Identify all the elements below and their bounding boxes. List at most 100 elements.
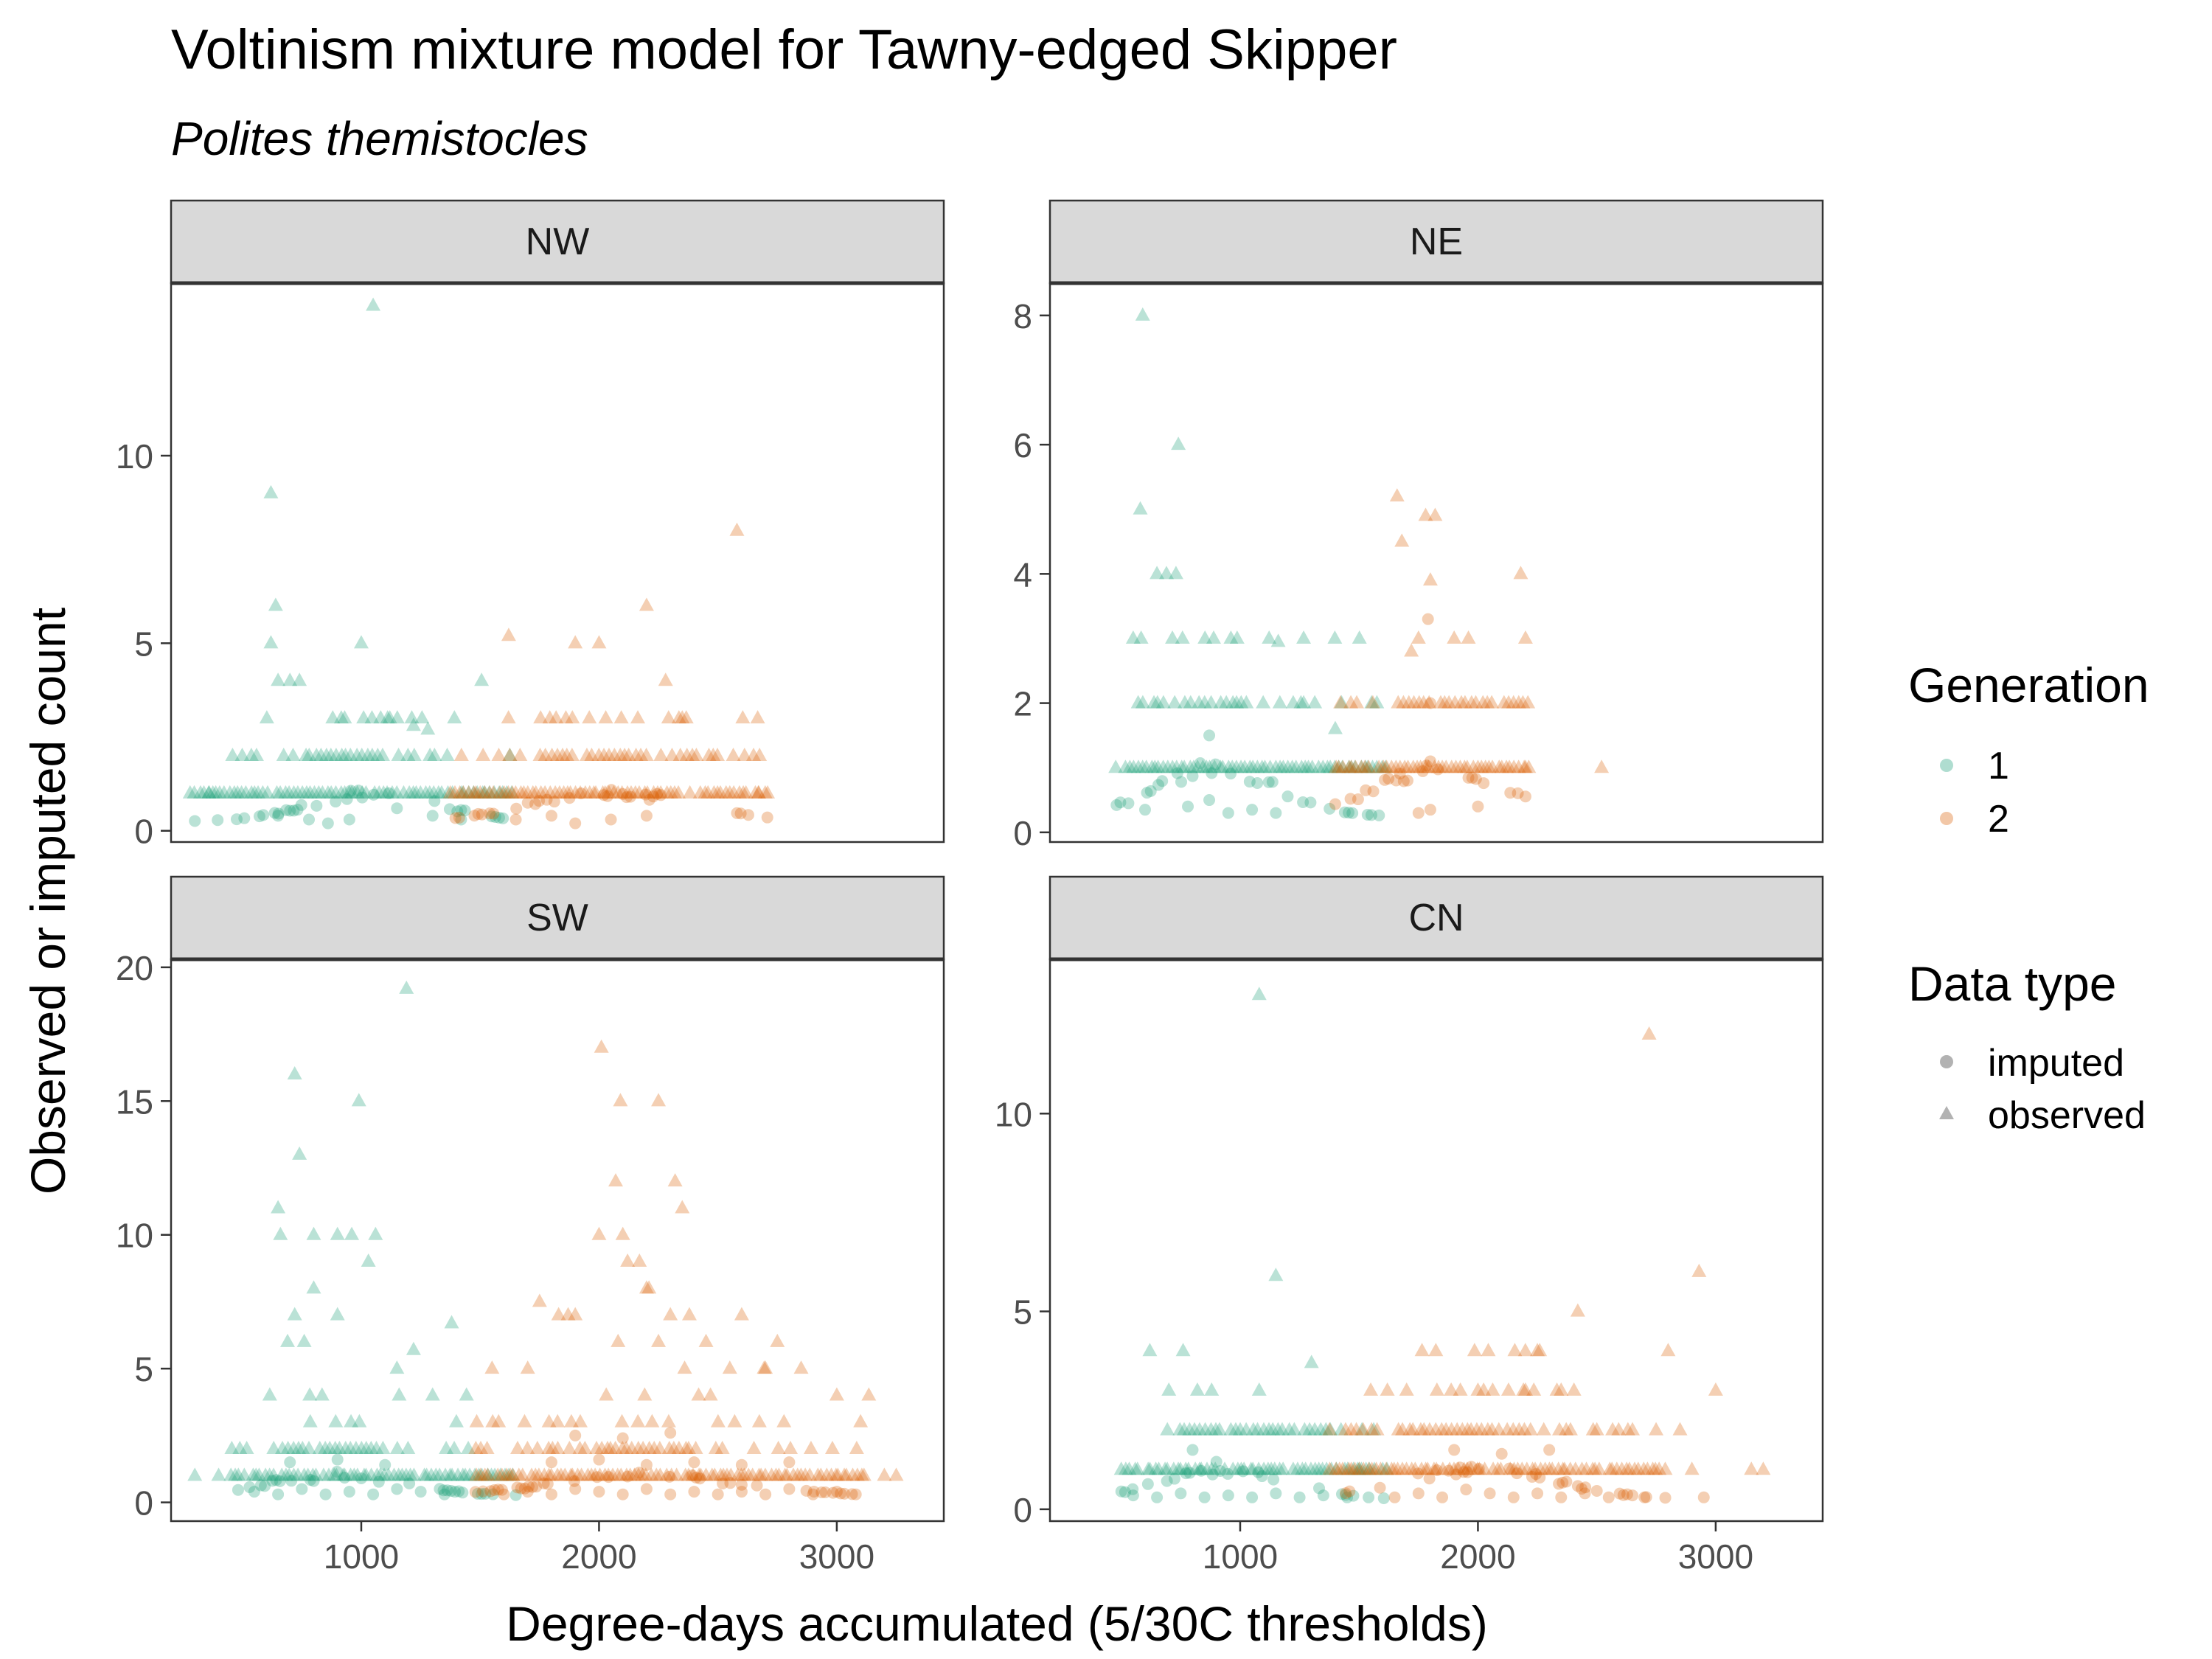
- gen2-observed-point: [1517, 1382, 1533, 1396]
- gen2-observed-point: [556, 785, 571, 799]
- gen1-observed-point: [306, 1280, 321, 1294]
- gen1-observed-point: [335, 1467, 351, 1481]
- gen2-imputed-point: [1534, 1471, 1546, 1484]
- gen2-imputed-point: [849, 1488, 862, 1500]
- gen1-observed-point: [1364, 695, 1380, 709]
- gen2-observed-point: [508, 785, 524, 799]
- gen1-imputed-point: [459, 804, 471, 817]
- gen1-imputed-point: [321, 817, 334, 830]
- gen1-imputed-point: [248, 1486, 260, 1498]
- gen2-observed-point: [1602, 1461, 1618, 1475]
- gen1-imputed-point: [1222, 1489, 1234, 1502]
- gen2-imputed-point: [643, 793, 655, 806]
- gen2-observed-point: [586, 785, 602, 799]
- gen1-observed-point: [1251, 1461, 1267, 1475]
- gen1-observed-point: [1148, 1461, 1164, 1475]
- gen1-imputed-point: [1281, 790, 1294, 803]
- gen2-imputed-point: [1478, 777, 1490, 790]
- gen2-observed-point: [499, 1467, 515, 1481]
- gen1-observed-point: [364, 747, 380, 761]
- gen2-observed-point: [1399, 1461, 1414, 1475]
- gen2-observed-point: [1516, 1382, 1531, 1396]
- gen2-observed-point: [661, 1413, 676, 1427]
- gen1-observed-point: [290, 785, 305, 799]
- gen2-observed-point: [679, 747, 695, 761]
- gen1-observed-point: [499, 785, 515, 799]
- gen1-observed-point: [1215, 759, 1231, 773]
- y-tick-label: 15: [116, 1082, 153, 1121]
- gen2-observed-point: [1652, 1461, 1667, 1475]
- gen2-observed-point: [611, 1333, 626, 1347]
- gen1-observed-point: [299, 747, 314, 761]
- gen2-observed-point: [649, 1467, 664, 1481]
- gen2-observed-point: [653, 1467, 668, 1481]
- gen2-imputed-point: [1553, 1478, 1565, 1490]
- x-axis: 1000 2000 3000: [1203, 1521, 1753, 1576]
- gen2-observed-point: [1579, 1461, 1594, 1475]
- gen1-observed-point: [263, 484, 279, 498]
- gen2-observed-point: [1481, 1343, 1496, 1357]
- gen1-observed-point: [1276, 1461, 1291, 1475]
- y-tick-label: 5: [1013, 1293, 1032, 1332]
- gen2-observed-point: [620, 1253, 636, 1267]
- gen2-observed-point: [614, 785, 630, 799]
- gen2-observed-point: [704, 1467, 720, 1481]
- gen2-imputed-point: [1495, 1447, 1508, 1460]
- gen1-observed-point: [1281, 1422, 1297, 1436]
- gen1-observed-point: [1223, 1422, 1239, 1436]
- gen2-imputed-point: [1571, 1480, 1584, 1492]
- gen2-observed-point: [1363, 1382, 1379, 1396]
- gen2-observed-point: [601, 785, 616, 799]
- gen2-observed-point: [601, 747, 616, 761]
- gen1-observed-point: [1142, 1461, 1158, 1475]
- gen1-observed-point: [474, 672, 490, 686]
- gen2-observed-point: [1515, 695, 1531, 709]
- gen1-observed-point: [487, 785, 502, 799]
- gen1-observed-point: [1242, 759, 1258, 773]
- gen2-observed-point: [1484, 695, 1500, 709]
- gen2-observed-point: [824, 1441, 840, 1455]
- gen1-imputed-point: [372, 1475, 385, 1488]
- gen2-observed-point: [577, 785, 593, 799]
- gen2-observed-point: [1444, 1382, 1459, 1396]
- gen1-imputed-point: [1262, 776, 1275, 788]
- gen2-observed-point: [803, 1441, 818, 1455]
- gen2-observed-point: [698, 785, 713, 799]
- gen2-imputed-point: [495, 1484, 508, 1496]
- gen2-observed-point: [580, 1467, 596, 1481]
- gen2-observed-point: [828, 1467, 844, 1481]
- gen1-observed-point: [274, 1467, 290, 1481]
- gen1-observed-point: [1262, 759, 1278, 773]
- gen2-observed-point: [1444, 759, 1459, 773]
- gen1-observed-point: [300, 1467, 316, 1481]
- gen2-observed-point: [1484, 1422, 1500, 1436]
- gen2-observed-point: [681, 1307, 697, 1321]
- gen1-imputed-point: [1361, 809, 1374, 821]
- gen2-imputed-point: [724, 1477, 737, 1489]
- gen1-observed-point: [314, 1387, 330, 1401]
- gen1-observed-point: [403, 1467, 418, 1481]
- gen1-observed-point: [187, 785, 202, 799]
- gen1-observed-point: [372, 1467, 388, 1481]
- gen1-observed-point: [402, 785, 417, 799]
- gen1-imputed-point: [270, 1474, 282, 1486]
- y-axis: 0 5 10 15 20: [116, 949, 171, 1523]
- gen2-observed-point: [1493, 1461, 1509, 1475]
- gen2-observed-point: [856, 1467, 872, 1481]
- gen2-imputed-point: [548, 796, 560, 808]
- gen2-observed-point: [635, 1467, 650, 1481]
- gen1-observed-point: [375, 747, 390, 761]
- gen1-observed-point: [1327, 759, 1343, 773]
- gen2-imputed-point: [476, 808, 488, 821]
- gen2-observed-point: [853, 1413, 869, 1427]
- gen1-observed-point: [414, 710, 430, 724]
- gen1-observed-point: [1346, 1461, 1361, 1475]
- gen2-imputed-point: [830, 1486, 843, 1498]
- gen1-observed-point: [1175, 630, 1190, 644]
- gen1-observed-point: [1171, 1461, 1186, 1475]
- gen2-imputed-point: [449, 812, 462, 824]
- gen1-imputed-point: [391, 802, 403, 815]
- gen1-observed-point: [453, 785, 469, 799]
- gen2-imputed-point: [761, 811, 773, 824]
- gen1-imputed-point: [509, 1489, 522, 1501]
